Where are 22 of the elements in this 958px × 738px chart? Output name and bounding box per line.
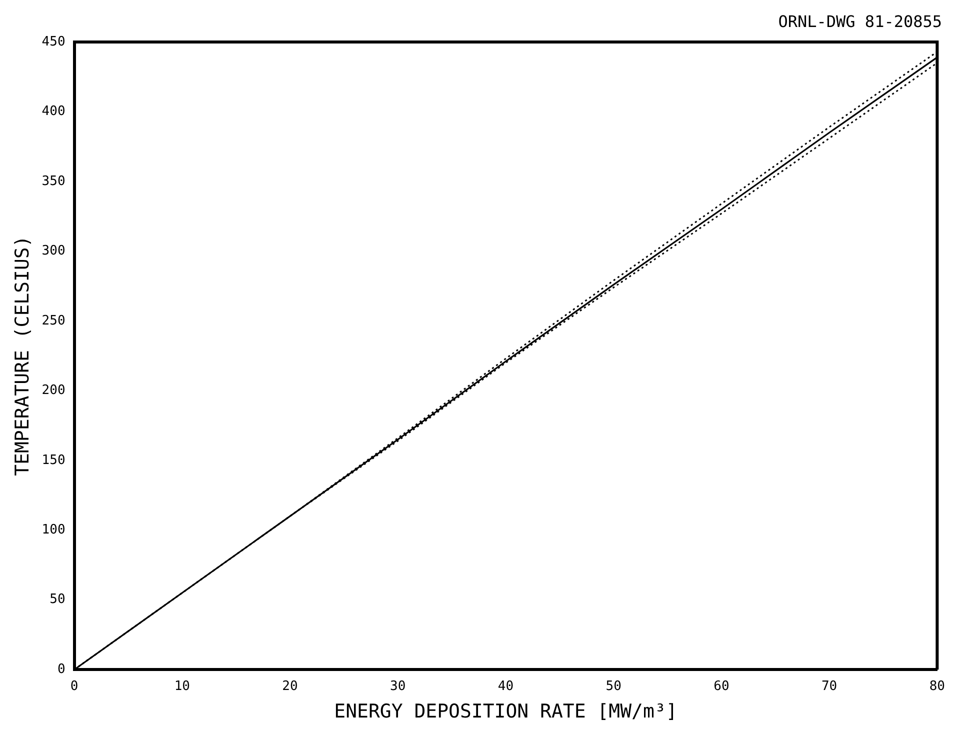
y-tick-label: 450 [42, 34, 66, 50]
x-tick-label: 10 [174, 678, 190, 694]
x-axis-title: ENERGY DEPOSITION RATE [MW/m³] [334, 700, 678, 723]
y-tick-label: 0 [57, 662, 66, 677]
x-tick-label: 30 [390, 678, 406, 694]
y-tick-label: 400 [42, 104, 66, 120]
y-tick-label: 150 [42, 452, 66, 468]
y-tick-label: 50 [50, 592, 66, 608]
x-tick-label: 40 [498, 678, 514, 694]
x-tick-label: 50 [606, 678, 622, 694]
text: ORNL-DWG 81-20855 [778, 12, 942, 31]
y-tick-label: 100 [42, 522, 66, 538]
x-tick-label: 0 [70, 678, 78, 694]
y-tick-label: 250 [42, 313, 66, 328]
y-tick-label: 300 [42, 244, 66, 259]
y-tick-label: 200 [42, 383, 66, 398]
y-axis-title: TEMPERATURE (CELSIUS) [11, 236, 34, 476]
x-tick-label: 20 [282, 678, 298, 694]
x-tick-label: 60 [714, 678, 730, 694]
x-tick-label: 70 [821, 678, 838, 694]
y-tick-label: 350 [42, 174, 66, 189]
x-tick-label: 80 [929, 678, 945, 694]
